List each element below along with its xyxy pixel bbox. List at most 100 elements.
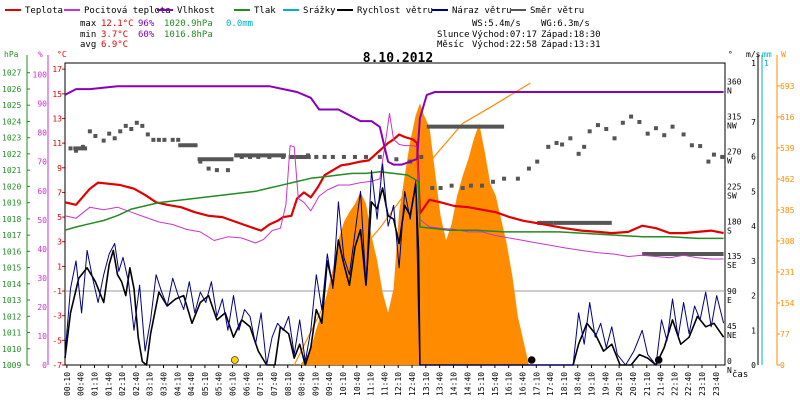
wind-direction-point [515,176,520,181]
wind-direction-point [225,168,230,173]
legend-label: Pocitová teplota [84,6,171,16]
wind-direction-point [394,157,399,162]
legend-label: Srážky [303,6,336,16]
stats-block: max 12.1°C 96% 1020.9hPa 0.0mm min 3.7°C… [80,19,253,50]
wind-direction-point [176,137,181,142]
axis-tick-pct: 60 [37,187,47,196]
sun-rise: Východ:07:17 [472,30,537,40]
stats-min-label: min [80,30,96,40]
stats-max-press: 1020.9hPa [164,19,213,29]
axis-tick-hpa: 1027 [2,69,21,78]
stats-avg-label: avg [80,40,96,50]
x-tick-label: 22:10 [670,372,679,396]
wind-speed-info: WS:5.4m/s [472,19,521,29]
axis-tick-ms: 1 [751,59,756,68]
axis-compass-dir: W [727,156,732,165]
axis-tick-w: 154 [780,299,795,308]
sun-marker [654,356,663,364]
wind-direction-point [87,129,92,134]
x-tick-label: 14:40 [463,372,472,396]
wind-direction-point [526,166,531,171]
axis-tick-hpa: 1022 [2,150,21,159]
wind-direction-point [546,144,551,149]
series-line-teplota [64,133,724,235]
axis-tick-ms: 0 [751,361,756,370]
x-tick-label: 00:10 [63,372,72,396]
axis-compass-dir: SE [727,261,737,270]
wind-direction-point [156,137,161,142]
axis-tick-hpa: 1014 [2,280,21,289]
sun-set: Západ:18:30 [541,30,601,40]
wind-gust-info: WG:6.3m/s [541,19,590,29]
wind-direction-point [134,120,139,125]
wind-direction-point [645,131,650,136]
axis-tick-w: 77 [780,330,790,339]
x-tick-label: 06:40 [242,372,251,396]
wind-direction-point [460,185,465,190]
axis-tick-w: 231 [780,268,795,277]
wind-direction-point [93,133,98,138]
axis-tick-ms: 6 [751,153,756,162]
x-tick-label: 19:40 [601,372,610,396]
wind-direction-point [118,129,123,134]
series-layer [64,85,725,366]
x-tick-label: 04:40 [187,372,196,396]
wind-direction-point [576,151,581,156]
x-tick-label: 14:10 [449,372,458,396]
wind-direction-point [595,123,600,128]
axis-compass-dir: SW [727,191,737,200]
axis-tick-ms: 5 [751,187,756,196]
wind-direction-point [620,120,625,125]
axis-tick-dir: 270 [727,147,742,156]
stats-min-press: 1016.8hPa [164,30,213,40]
wind-direction-point [377,154,382,159]
wind-direction-point [430,185,435,190]
x-tick-label: 09:40 [325,372,334,396]
axis-compass-dir: NE [727,331,737,340]
axis-unit-degc: °C [57,50,67,59]
axis-tick-degc: 9 [57,164,62,173]
x-tick-label: 08:40 [298,372,307,396]
legend-label: Tlak [254,6,276,16]
wind-direction-point [151,137,156,142]
axis-tick-ms: 3 [751,257,756,266]
x-tick-label: 21:40 [657,372,666,396]
wind-direction-point [479,183,484,188]
wind-direction-point [582,144,587,149]
axis-tick-ms: 2 [751,292,756,301]
axis-tick-dir: 0 [727,357,732,366]
stats-max-label: max [80,19,97,29]
wind-direction-point [101,138,106,143]
x-tick-label: 13:10 [422,372,431,396]
x-tick-label: 12:10 [394,372,403,396]
legend-label: Rychlost větru [357,6,433,16]
x-tick-label: 13:40 [436,372,445,396]
x-tick-label: 06:10 [229,372,238,396]
wind-direction-point [587,129,592,134]
sun-label: Slunce [437,30,470,40]
axis-tick-ms: 4 [751,222,756,231]
axis-tick-dir: 45 [727,322,737,331]
axis-compass-dir: S [727,226,732,235]
axis-unit-mm: mm [762,50,772,59]
stats-avg-temp: 6.9°C [101,40,128,50]
axis-tick-hpa: 1016 [2,247,21,256]
axis-tick-degc: -1 [52,287,62,296]
wind-direction-point [123,123,128,128]
axis-tick-hpa: 1026 [2,85,21,94]
series-line-náraz-větru [64,163,725,366]
axis-tick-pct: 30 [37,274,47,283]
axis-tick-degc: 13 [52,114,62,123]
wind-direction-point [535,159,540,164]
x-tick-label: 12:40 [408,372,417,396]
axis-tick-ms: 1 [751,326,756,335]
x-tick-label: 00:40 [77,372,86,396]
x-tick-label: 01:10 [90,372,99,396]
wind-direction-point [438,185,443,190]
legend-label: Vlhkost [177,6,215,16]
chart-title: 8.10.2012 [363,51,433,66]
legend-label: Směr větru [530,6,584,16]
stats-min-hum: 60% [138,30,155,40]
stats-max-temp: 12.1°C [101,19,134,29]
